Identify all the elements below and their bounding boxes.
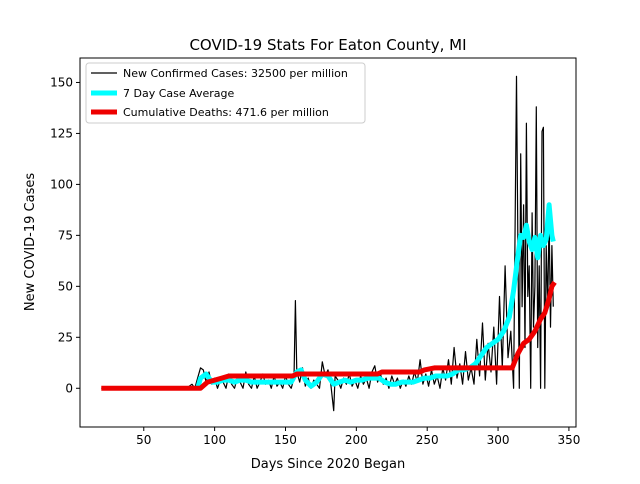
y-axis-label: New COVID-19 Cases [23, 173, 38, 311]
y-axis: 0 25 50 75 100 125 150 [50, 75, 80, 395]
y-tick-label: 75 [58, 228, 73, 242]
legend: New Confirmed Cases: 32500 per million 7… [85, 62, 366, 124]
legend-label-cases: New Confirmed Cases: 32500 per million [123, 67, 348, 80]
x-axis-label: Days Since 2020 Began [251, 457, 406, 472]
x-tick-label: 100 [203, 433, 226, 447]
x-tick-label: 300 [487, 433, 510, 447]
y-tick-label: 50 [58, 279, 73, 293]
y-tick-label: 0 [65, 381, 73, 395]
series-line-7-day-average [195, 202, 556, 389]
y-tick-label: 100 [50, 177, 73, 191]
x-tick-label: 50 [136, 433, 151, 447]
plot-area [79, 57, 577, 428]
x-axis: 50 100 150 200 250 300 350 [136, 427, 580, 447]
legend-box [85, 62, 366, 124]
x-tick-label: 200 [345, 433, 368, 447]
series-line-cumulative-deaths [101, 280, 557, 391]
x-tick-label: 150 [274, 433, 297, 447]
legend-label-average: 7 Day Case Average [123, 87, 235, 100]
legend-label-deaths: Cumulative Deaths: 471.6 per million [123, 106, 329, 119]
series-layer [101, 75, 557, 412]
y-tick-label: 125 [50, 126, 73, 140]
y-tick-label: 25 [58, 330, 73, 344]
axes-frame [79, 57, 577, 428]
x-tick-label: 350 [557, 433, 580, 447]
chart-title: COVID-19 Stats For Eaton County, MI [189, 36, 466, 54]
x-tick-label: 250 [416, 433, 439, 447]
y-tick-label: 150 [50, 75, 73, 89]
